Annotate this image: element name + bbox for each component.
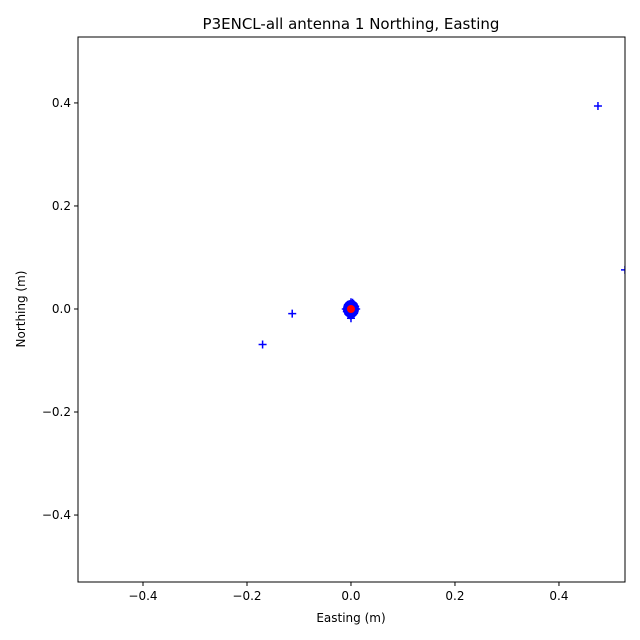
x-tick-label: 0.0 bbox=[341, 589, 360, 603]
x-tick-label: −0.2 bbox=[232, 589, 261, 603]
data-point-plus bbox=[288, 309, 297, 318]
y-tick-label: 0.4 bbox=[52, 96, 71, 110]
x-axis: −0.4 −0.2 0.0 0.2 0.4 bbox=[128, 582, 569, 603]
y-tick-label: 0.0 bbox=[52, 302, 71, 316]
x-tick-label: 0.4 bbox=[549, 589, 568, 603]
y-tick-label: −0.4 bbox=[42, 508, 71, 522]
x-tick-label: 0.2 bbox=[445, 589, 464, 603]
data-point-circle bbox=[346, 304, 355, 313]
y-tick-label: −0.2 bbox=[42, 405, 71, 419]
plot-marks bbox=[258, 102, 625, 349]
y-tick-label: 0.2 bbox=[52, 199, 71, 213]
chart-title: P3ENCL-all antenna 1 Northing, Easting bbox=[203, 15, 500, 33]
y-axis: −0.4 −0.2 0.0 0.2 0.4 bbox=[42, 96, 78, 522]
data-point-plus bbox=[621, 265, 625, 274]
x-tick-label: −0.4 bbox=[128, 589, 157, 603]
y-axis-label: Northing (m) bbox=[14, 271, 28, 348]
x-axis-label: Easting (m) bbox=[316, 611, 385, 625]
plot-frame bbox=[77, 36, 626, 583]
data-point-plus bbox=[258, 340, 267, 349]
data-point-plus bbox=[593, 102, 602, 111]
